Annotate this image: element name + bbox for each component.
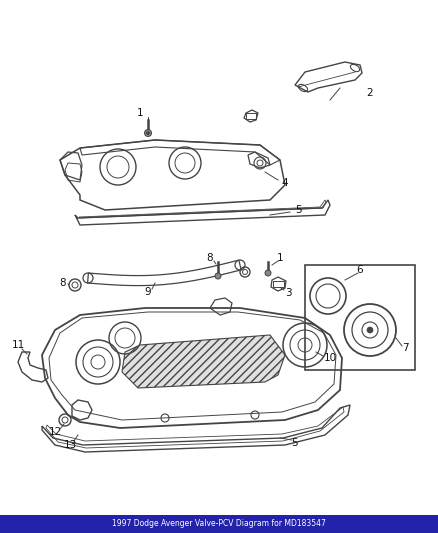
Text: 2: 2 [367,88,373,98]
Text: 3: 3 [285,288,291,298]
Text: 1997 Dodge Avenger Valve-PCV Diagram for MD183547: 1997 Dodge Avenger Valve-PCV Diagram for… [112,520,326,529]
Text: 13: 13 [64,440,77,450]
Circle shape [265,270,271,276]
Text: 12: 12 [48,427,62,437]
Bar [305,265,415,370]
Text: 4: 4 [282,178,288,188]
Circle shape [145,130,152,136]
Text: 5: 5 [295,205,301,215]
Text: 11: 11 [11,340,25,350]
Circle shape [215,273,221,279]
Text: 9: 9 [145,287,151,297]
Polygon shape [122,335,285,388]
Text: 6: 6 [357,265,363,275]
Text: 8: 8 [60,278,66,288]
Text: 1: 1 [137,108,143,118]
Bar [0,515,438,533]
Bar [246,113,256,119]
Text: 7: 7 [402,343,408,353]
Circle shape [367,327,373,333]
Text: 10: 10 [323,353,336,363]
Text: 1: 1 [277,253,283,263]
Text: 8: 8 [207,253,213,263]
Text: 5: 5 [292,438,298,448]
Bar [273,281,284,287]
Circle shape [146,132,149,134]
